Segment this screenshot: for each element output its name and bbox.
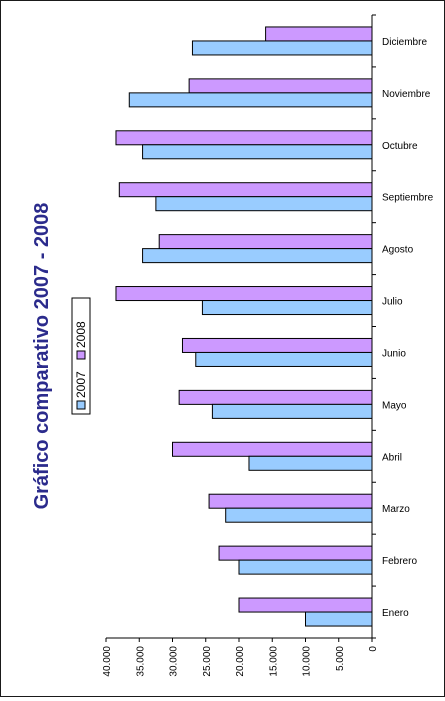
value-tick-label: 10.000	[302, 646, 313, 677]
bar-2008-mayo	[178, 389, 373, 405]
bar-2008-octubre	[115, 130, 373, 146]
category-label: Julio	[382, 297, 403, 308]
bar-2007-noviembre	[128, 92, 373, 108]
bar-2008-noviembre	[188, 78, 373, 94]
value-tick-label: 15.000	[268, 646, 279, 677]
legend-label-2008: 2008	[74, 321, 88, 348]
legend-label-2007: 2007	[74, 371, 88, 398]
chart-title: Gráfico comparativo 2007 - 2008	[31, 203, 53, 510]
bar-2007-mayo	[211, 403, 373, 419]
category-label: Septiembre	[382, 193, 434, 204]
category-label: Abril	[382, 452, 402, 463]
bar-2008-marzo	[208, 493, 373, 509]
bar-2007-agosto	[142, 248, 373, 264]
plot-area: Enero Febrero Marzo Abril Mayo Junio Julio Agos…	[102, 14, 434, 677]
bar-2007-abril	[248, 455, 373, 471]
bar-2007-marzo	[225, 507, 373, 523]
category-label: Diciembre	[382, 37, 427, 48]
legend-swatch-2008	[76, 350, 86, 360]
category-label: Enero	[382, 608, 409, 619]
bar-2007-julio	[201, 300, 373, 316]
bar-2007-enero	[305, 611, 373, 627]
bar-2008-junio	[181, 337, 373, 353]
category-label: Agosto	[382, 245, 414, 256]
value-tick-label: 25.000	[202, 646, 213, 677]
value-tick-label: 40.000	[102, 646, 113, 677]
category-label: Marzo	[382, 504, 410, 515]
legend-swatch-2007	[76, 400, 86, 410]
bar-2008-diciembre	[265, 26, 373, 42]
value-tick-label: 0	[368, 646, 379, 652]
value-tick-label: 35.000	[135, 646, 146, 677]
value-tick-label: 5.000	[335, 646, 346, 671]
bar-2008-agosto	[158, 234, 373, 250]
category-label: Febrero	[382, 556, 417, 567]
bar-2008-septiembre	[118, 182, 373, 198]
bar-2008-enero	[238, 597, 373, 613]
value-tick-label: 20.000	[235, 646, 246, 677]
bar-2007-febrero	[238, 559, 373, 575]
bar-2007-diciembre	[191, 40, 373, 56]
bar-2007-junio	[195, 351, 373, 367]
bar-2007-septiembre	[155, 196, 373, 212]
legend-group: 2007 2008	[71, 297, 91, 415]
legend: 2007 2008	[71, 297, 91, 415]
value-tick-label: 30.000	[169, 646, 180, 677]
bar-2008-julio	[115, 286, 373, 302]
bar-2008-abril	[172, 441, 373, 457]
category-label: Mayo	[382, 400, 407, 411]
category-label: Noviembre	[382, 89, 431, 100]
bar-2007-octubre	[142, 144, 373, 160]
category-label: Junio	[382, 348, 406, 359]
category-label: Octubre	[382, 141, 418, 152]
bar-2008-febrero	[218, 545, 373, 561]
